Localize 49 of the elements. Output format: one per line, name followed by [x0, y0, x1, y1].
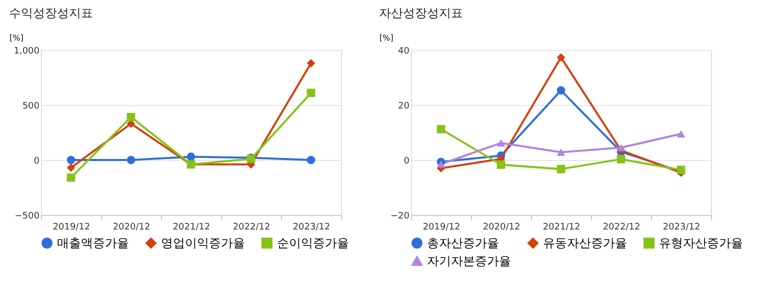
point [556, 164, 566, 174]
point [616, 154, 626, 164]
point [556, 86, 566, 95]
y-tick-label: 1,000 [14, 46, 40, 56]
point [496, 160, 506, 169]
x-tick-label: 2023/12 [662, 222, 700, 232]
x-tick-label: 2022/12 [232, 222, 270, 232]
point [616, 144, 626, 152]
point [66, 164, 76, 172]
legend-label: 매출액증가율 [57, 236, 129, 250]
y-tick-label: 0 [34, 156, 40, 166]
y-tick-label: 40 [398, 46, 410, 56]
point [436, 125, 446, 134]
y-tick-label: 0 [404, 156, 410, 166]
point [66, 173, 76, 182]
x-tick-label: 2019/12 [52, 222, 90, 232]
point [496, 139, 506, 147]
point [676, 130, 686, 138]
point [186, 152, 196, 161]
point [556, 148, 566, 156]
chart-title: 수익성장성지표 [9, 6, 93, 20]
y-tick-label: 500 [22, 102, 40, 112]
legend-label: 유동자산증가율 [543, 236, 627, 250]
chart-title: 자산성장성지표 [379, 6, 463, 20]
point [306, 88, 316, 98]
y-tick-label: −20 [390, 212, 410, 222]
legend-label: 자기자본증가율 [427, 254, 511, 268]
point [66, 156, 76, 164]
legend-label: 영업이익증가율 [161, 236, 245, 250]
x-tick-label: 2020/12 [112, 222, 150, 232]
point [126, 112, 136, 122]
x-tick-label: 2021/12 [172, 222, 210, 232]
legend-label: 순이익증가율 [277, 236, 349, 250]
point [306, 59, 316, 68]
y-axis-title: [%] [10, 34, 24, 42]
point [556, 53, 566, 62]
point [436, 160, 446, 168]
x-tick-label: 2022/12 [602, 222, 640, 232]
y-tick-label: −500 [14, 212, 40, 222]
x-tick-label: 2020/12 [482, 222, 520, 232]
y-axis-title: [%] [380, 34, 394, 42]
legend-label: 유형자산증가율 [659, 236, 743, 250]
x-tick-label: 2023/12 [292, 222, 330, 232]
point [126, 156, 136, 164]
x-tick-label: 2021/12 [542, 222, 580, 232]
y-tick-label: 20 [398, 102, 410, 112]
x-tick-label: 2019/12 [422, 222, 460, 232]
point [306, 156, 316, 164]
legend-label: 총자산증가율 [427, 236, 499, 250]
